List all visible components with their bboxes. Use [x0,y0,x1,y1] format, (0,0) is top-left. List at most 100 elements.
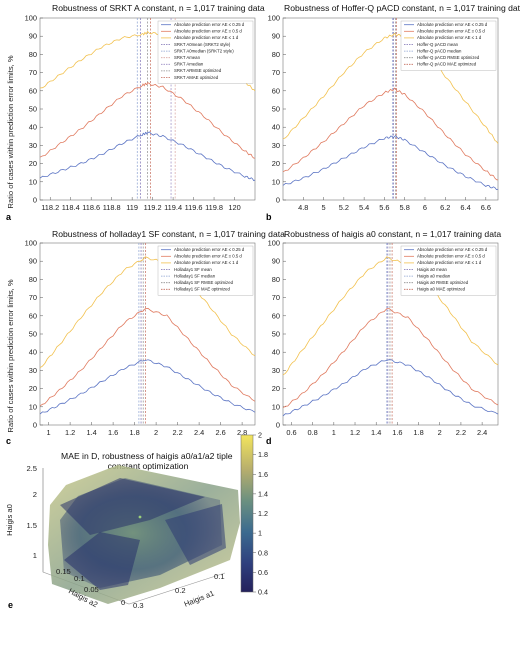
chart-title: Robustness of haigis a0 constant, n = 1,… [284,229,501,239]
legend-label: SRKT A0median (SRKT2 style) [174,48,234,53]
x-tick-label: 118.4 [62,203,80,212]
legend-label: SRKT Amedian [174,62,204,67]
legend-label: Haigis a0 RMSE optimized [417,280,469,285]
legend-label: Haigis a0 mean [417,267,447,272]
x-tick-label: 6.2 [440,203,450,212]
chart-title: Robustness of holladay1 SF constant, n =… [52,229,285,239]
y-tick-label: 20 [29,159,37,168]
legend-label: Absolute prediction error AE ≤ 1 d [174,35,239,40]
y-tick-label: 40 [272,123,280,132]
y-tick-label: 60 [272,86,280,95]
y-tick: 0.15 [56,567,71,576]
colorbar-tick-label: 1 [258,529,262,538]
x-tick-label: 1.2 [350,428,360,437]
y-tick-label: 20 [272,159,280,168]
line-chart-haigis-a0: Robustness of haigis a0 constant, n = 1,… [266,229,501,446]
legend-label: SRKT ARMSE optimized [174,68,222,73]
chart-title: MAE in D, robustness of haigis a0/a1/a2 … [61,451,235,471]
y-tick-label: 20 [272,384,280,393]
colorbar: 0.4 0.6 0.8 1 1.2 1.4 1.6 1.8 2 [240,431,268,597]
y-tick-label: 90 [29,32,37,41]
x-tick-label: 2.2 [172,428,182,437]
panel-letter: c [6,436,11,446]
legend-label: Haigis a0 median [417,273,451,278]
x-tick-label: 5 [322,203,326,212]
x-axis-ticks: 0.3 0.2 0.1 [133,572,225,610]
legend-label: Absolute prediction error AE ≤ 1 d [174,260,239,265]
legend-label: SRKT AMAE optimized [174,75,219,80]
legend-label: SRKT A0mean (SRKT2 style) [174,42,231,47]
series-line [39,256,256,368]
legend-label: Absolute prediction error AE ≤ 1 d [417,35,482,40]
x-tick-label: 1.6 [392,428,402,437]
volume-dark-region [60,478,205,535]
y-tick: 0.1 [74,574,85,583]
legend-label: Hoffer-Q pACD median [417,48,462,53]
y-tick-label: 80 [29,50,37,59]
z-axis-label: Haigis a0 [5,504,14,536]
z-tick: 2.5 [26,464,37,473]
y-tick-label: 80 [272,275,280,284]
y-tick-label: 70 [272,293,280,302]
line-chart-srkt-a: Robustness of SRKT A constant, n = 1,017… [6,3,265,222]
colorbar-tick-label: 0.4 [258,588,268,597]
series-line [282,308,499,409]
volume-dark-region [165,504,226,565]
y-tick-label: 10 [29,402,37,411]
x-tick-label: 1.6 [108,428,118,437]
z-tick: 2 [33,490,37,499]
x-tick-label: 119.2 [144,203,162,212]
z-axis-ticks: 1 1.5 2 2.5 [26,464,37,560]
y-tick-label: 60 [29,86,37,95]
legend-label: Absolute prediction error AE ≤ 0.5 d [417,254,485,259]
x-tick-label: 2.6 [215,428,225,437]
x-tick: 0.1 [214,572,225,581]
colorbar-tick-label: 1.4 [258,489,268,498]
chart-title: Robustness of SRKT A constant, n = 1,017… [52,3,265,13]
y-tick-label: 0 [33,421,37,430]
y-tick-label: 40 [272,348,280,357]
y-tick-label: 0 [276,421,280,430]
legend-label: Absolute prediction error AE ≤ 0.25 d [417,22,488,27]
legend-label: Absolute prediction error AE ≤ 0.5 d [174,29,242,34]
y-tick: 0.05 [84,585,99,594]
x-tick-label: 0.6 [286,428,296,437]
x-tick-label: 1.4 [371,428,381,437]
x-tick: 0.3 [133,601,144,610]
x-tick-label: 1 [332,428,336,437]
x-tick-label: 0.8 [308,428,318,437]
x-tick-label: 118.6 [82,203,100,212]
legend-label: Absolute prediction error AE ≤ 1 d [417,260,482,265]
chart-title-line: constant optimization [108,461,189,471]
x-tick-label: 2.2 [456,428,466,437]
x-tick: 0.2 [175,586,186,595]
y-tick-label: 10 [29,177,37,186]
colorbar-tick-label: 2 [258,431,262,440]
y-tick-label: 90 [272,257,280,266]
legend-label: Hoffer-Q pACD MAE optimized [417,62,477,67]
y-tick: 0 [121,598,125,607]
chart-title-line: MAE in D, robustness of haigis a0/a1/a2 … [61,451,233,461]
series-line [282,256,499,376]
y-tick-label: 90 [29,257,37,266]
series-line [282,32,499,144]
y-tick-label: 40 [29,348,37,357]
x-axis-label: Haigis a1 [183,589,216,609]
x-tick-label: 2 [154,428,158,437]
x-tick-label: 118.8 [103,203,121,212]
y-tick-label: 0 [276,196,280,205]
volume-chart-haigis-triple: MAE in D, robustness of haigis a0/a1/a2 … [5,431,268,611]
legend-label: Holladay1 SF MAE optimized [174,287,230,292]
y-tick-label: 30 [272,141,280,150]
x-tick-label: 119.6 [185,203,203,212]
legend-box [157,20,254,84]
series-line [39,82,255,159]
volume-dark-region [64,532,140,590]
legend-box [157,245,254,296]
y-axis-label: Ratio of cases within prediction error l… [6,279,15,432]
panel-letter: d [266,436,272,446]
legend-label: Absolute prediction error AE ≤ 0.25 d [174,247,245,252]
y-tick-label: 30 [29,141,37,150]
series-line [39,359,256,415]
y-tick-label: 100 [25,14,37,23]
